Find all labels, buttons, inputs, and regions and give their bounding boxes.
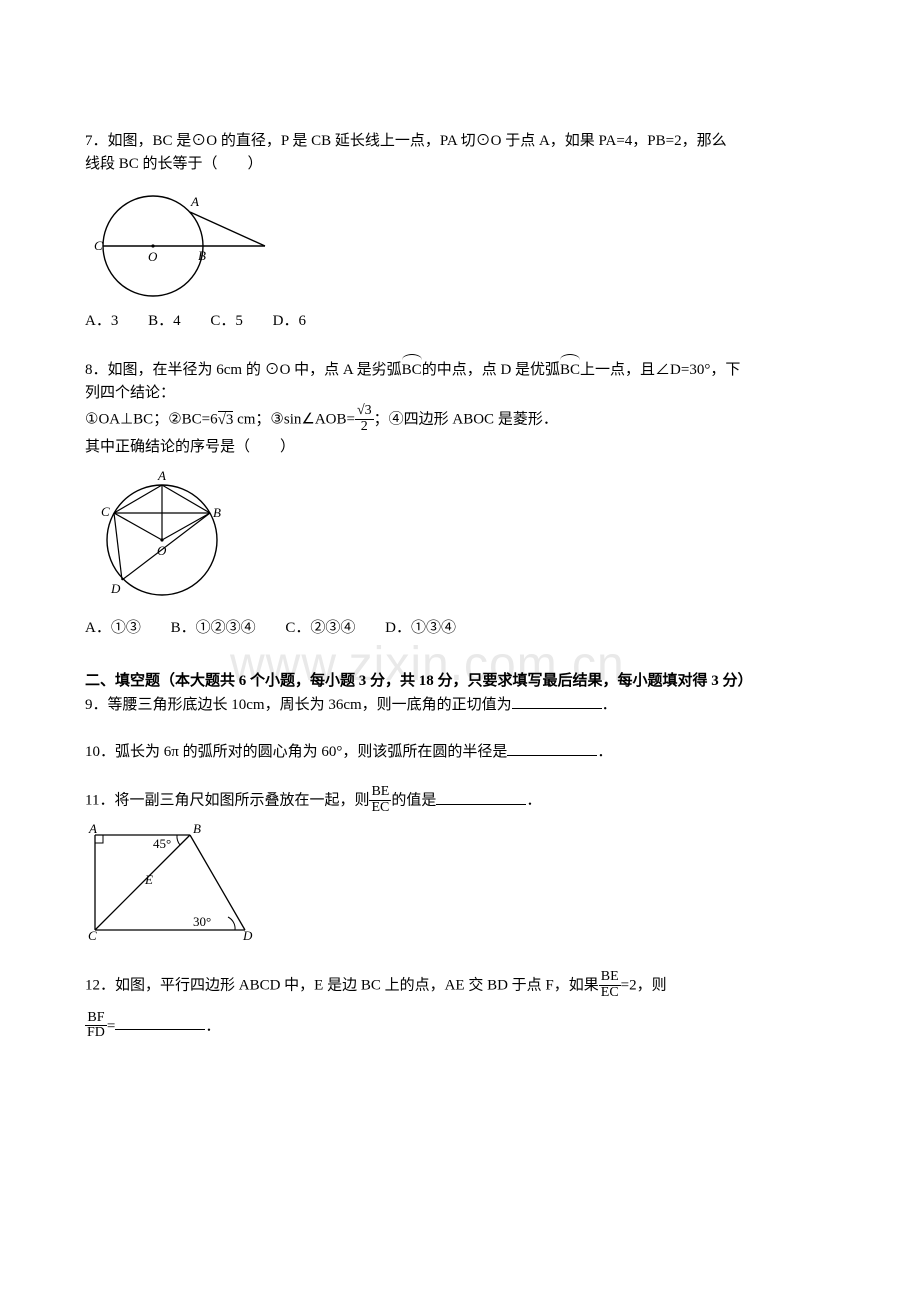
svg-text:30°: 30°	[193, 914, 211, 929]
q8-opt-d: D．①③④	[385, 620, 456, 636]
q7-opt-a: A．3	[85, 313, 118, 329]
q8-opt-a: A．①③	[85, 620, 141, 636]
svg-text:B: B	[198, 248, 206, 263]
svg-text:B: B	[213, 505, 221, 520]
q7-opt-d: D．6	[273, 313, 306, 329]
q8-conclusions: ①OA⊥BC；②BC=6√3 cm；③sin∠AOB=√32；④四边形 ABOC…	[85, 405, 835, 435]
q7-stem-1: 7．如图，BC 是⊙O 的直径，P 是 CB 延长线上一点，PA 切⊙O 于点 …	[85, 130, 835, 153]
svg-text:B: B	[193, 821, 201, 836]
question-9: 9．等腰三角形底边长 10cm，周长为 36cm，则一底角的正切值为．	[85, 693, 835, 717]
q12-blank	[115, 1014, 205, 1030]
q9-stem: 9．等腰三角形底边长 10cm，周长为 36cm，则一底角的正切值为．	[85, 693, 835, 717]
arc-bc-2: BC	[560, 359, 580, 382]
q11-figure: A B C D E 45° 30°	[85, 820, 255, 945]
q8-opt-b: B．①②③④	[171, 620, 256, 636]
q8-which: 其中正确结论的序号是（ ）	[85, 436, 835, 459]
q10-stem: 10．弧长为 6π 的弧所对的圆心角为 60°，则该弧所在圆的半径是．	[85, 740, 835, 764]
q7-opt-b: B．4	[148, 313, 181, 329]
q10-blank	[507, 740, 597, 756]
svg-text:A: A	[88, 821, 97, 836]
svg-text:C: C	[101, 504, 110, 519]
question-12: 12．如图，平行四边形 ABCD 中，E 是边 BC 上的点，AE 交 BD 于…	[85, 971, 835, 1042]
question-8: 8．如图，在半径为 6cm 的 ⊙O 中，点 A 是劣弧BC的中点，点 D 是优…	[85, 359, 835, 640]
svg-text:D: D	[242, 928, 253, 943]
q7-options: A．3 B．4 C．5 D．6	[85, 310, 835, 333]
q12-frac-1: BEEC	[599, 970, 621, 1000]
svg-text:A: A	[157, 468, 166, 483]
q12-stem-1: 12．如图，平行四边形 ABCD 中，E 是边 BC 上的点，AE 交 BD 于…	[85, 971, 835, 1001]
q8-options: A．①③ B．①②③④ C．②③④ D．①③④	[85, 617, 835, 640]
question-11: 11．将一副三角尺如图所示叠放在一起，则BEEC的值是． A B C D E	[85, 786, 835, 945]
svg-text:D: D	[110, 581, 121, 596]
svg-text:C: C	[94, 238, 103, 253]
svg-text:O: O	[148, 249, 158, 264]
q8-figure: A B C D O	[85, 463, 240, 613]
q8-frac: √32	[355, 404, 374, 434]
q12-stem-2: BFFD=．	[85, 1012, 835, 1042]
section-2-heading: 二、填空题（本大题共 6 个小题，每小题 3 分，共 18 分，只要求填写最后结…	[85, 670, 835, 693]
q8-stem-2: 列四个结论：	[85, 382, 835, 405]
question-7: 7．如图，BC 是⊙O 的直径，P 是 CB 延长线上一点，PA 切⊙O 于点 …	[85, 130, 835, 333]
q7-stem-2: 线段 BC 的长等于（ ）	[85, 153, 835, 176]
svg-text:O: O	[157, 543, 167, 558]
question-10: 10．弧长为 6π 的弧所对的圆心角为 60°，则该弧所在圆的半径是．	[85, 740, 835, 764]
svg-text:A: A	[190, 194, 199, 209]
q7-figure: C B O A	[85, 181, 275, 306]
q11-stem: 11．将一副三角尺如图所示叠放在一起，则BEEC的值是．	[85, 786, 835, 816]
q11-frac: BEEC	[369, 785, 391, 815]
q12-frac-2: BFFD	[85, 1011, 107, 1041]
q7-opt-c: C．5	[210, 313, 243, 329]
svg-text:45°: 45°	[153, 836, 171, 851]
arc-bc: BC	[402, 359, 422, 382]
svg-text:C: C	[88, 928, 97, 943]
q8-opt-c: C．②③④	[285, 620, 355, 636]
q8-stem-1: 8．如图，在半径为 6cm 的 ⊙O 中，点 A 是劣弧BC的中点，点 D 是优…	[85, 359, 835, 382]
q9-blank	[512, 693, 602, 709]
svg-text:E: E	[144, 872, 153, 887]
q11-blank	[436, 789, 526, 805]
